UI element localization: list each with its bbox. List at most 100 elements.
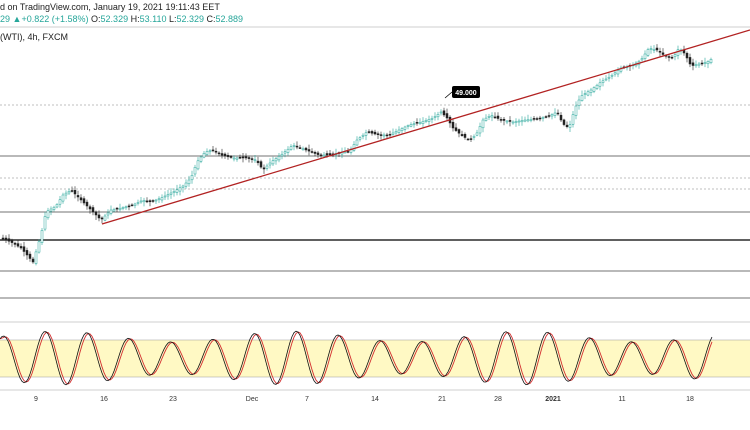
candle-body — [538, 117, 542, 120]
candle-body — [484, 117, 488, 121]
candle-body — [265, 165, 269, 169]
x-axis: 9 16 23 Dec 7 14 21 28 2021 11 18 — [34, 396, 694, 403]
candle-body — [202, 153, 206, 158]
candle-body — [457, 129, 461, 134]
candle-body — [58, 199, 62, 205]
candle-body — [466, 138, 470, 141]
candle-body — [571, 114, 575, 125]
price-prefix: 29 — [0, 14, 11, 24]
candle-body — [238, 156, 242, 159]
candle-body — [613, 72, 617, 75]
candle-body — [421, 121, 425, 124]
candle-body — [211, 149, 215, 152]
x-tick-label: 28 — [494, 396, 502, 403]
candle-body — [175, 189, 179, 193]
candle-body — [610, 74, 614, 77]
candle-body — [106, 212, 110, 216]
symbol-info: (WTI), 4h, FXCM — [0, 32, 68, 42]
candle-body — [208, 150, 212, 153]
candle-body — [244, 156, 248, 159]
candle-body — [40, 230, 44, 243]
candle-body — [607, 76, 611, 79]
price-annotation[interactable]: 49.000 — [444, 86, 480, 99]
open-value: 52.329 — [100, 14, 129, 24]
candle-body — [403, 126, 407, 130]
candle-body — [370, 131, 374, 134]
candle-body — [463, 133, 467, 138]
x-tick-label: 18 — [686, 396, 694, 403]
candle-body — [4, 237, 8, 241]
trendline[interactable] — [101, 29, 750, 225]
candle-body — [418, 122, 422, 124]
candle-body — [250, 158, 254, 160]
candle-body — [574, 105, 578, 116]
x-tick-label: 7 — [305, 396, 309, 403]
x-tick-label: 21 — [438, 396, 446, 403]
up-arrow-icon: ▲ — [12, 14, 22, 24]
candle-body — [187, 179, 191, 185]
publish-info: d on TradingView.com, January 19, 2021 1… — [0, 2, 220, 12]
candle-body — [580, 95, 584, 101]
candle-body — [205, 151, 209, 155]
candle-body — [328, 153, 332, 156]
candle-body — [319, 154, 323, 157]
candle-body — [145, 200, 149, 203]
candle-body — [601, 80, 605, 83]
candle-body — [367, 131, 371, 133]
candle-body — [325, 153, 329, 156]
candle-body — [505, 120, 509, 123]
candle-body — [133, 203, 137, 206]
candle-body — [652, 49, 656, 51]
candle-body — [493, 116, 497, 119]
candle-body — [190, 175, 194, 181]
candle-body — [649, 48, 653, 50]
candle-body — [694, 64, 698, 67]
candle-body — [436, 114, 440, 118]
candle-body — [232, 157, 236, 160]
candle-body — [703, 62, 707, 64]
candle-body — [37, 241, 41, 253]
candle-body — [61, 194, 65, 202]
candle-body — [241, 156, 245, 159]
open-label: O: — [91, 14, 101, 24]
price-change: +0.822 (+1.58%) — [21, 14, 89, 24]
candle-body — [151, 200, 155, 202]
candle-body — [127, 205, 131, 208]
candle-body — [316, 152, 320, 155]
stochastic-series — [0, 330, 713, 386]
candle-body — [220, 153, 224, 156]
candle-body — [262, 167, 266, 170]
candle-body — [166, 194, 170, 197]
candle-body — [475, 132, 479, 136]
candle-body — [178, 187, 182, 192]
candle-body — [352, 144, 356, 151]
candle-body — [553, 112, 557, 116]
candle-body — [136, 202, 140, 204]
close-label: C: — [206, 14, 216, 24]
candle-body — [256, 160, 260, 164]
candle-body — [271, 160, 275, 165]
candle-body — [310, 151, 314, 153]
candle-body — [148, 200, 152, 203]
candle-body — [544, 116, 548, 118]
candle-body — [382, 134, 386, 137]
x-tick-label: 2021 — [545, 396, 561, 403]
candle-body — [121, 207, 125, 209]
low-label: L: — [168, 14, 177, 24]
candle-body — [430, 118, 434, 120]
candle-body — [97, 214, 101, 219]
candle-body — [361, 134, 365, 137]
candle-body — [31, 258, 35, 263]
candle-body — [595, 84, 599, 89]
candle-body — [673, 54, 677, 57]
candle-body — [124, 206, 128, 209]
candle-body — [289, 146, 293, 150]
candle-body — [469, 138, 473, 140]
candle-body — [517, 120, 521, 123]
candle-body — [286, 148, 290, 153]
candle-body — [118, 207, 122, 211]
candle-body — [529, 119, 533, 121]
close-value: 52.889 — [215, 14, 244, 24]
candle-body — [670, 56, 674, 59]
